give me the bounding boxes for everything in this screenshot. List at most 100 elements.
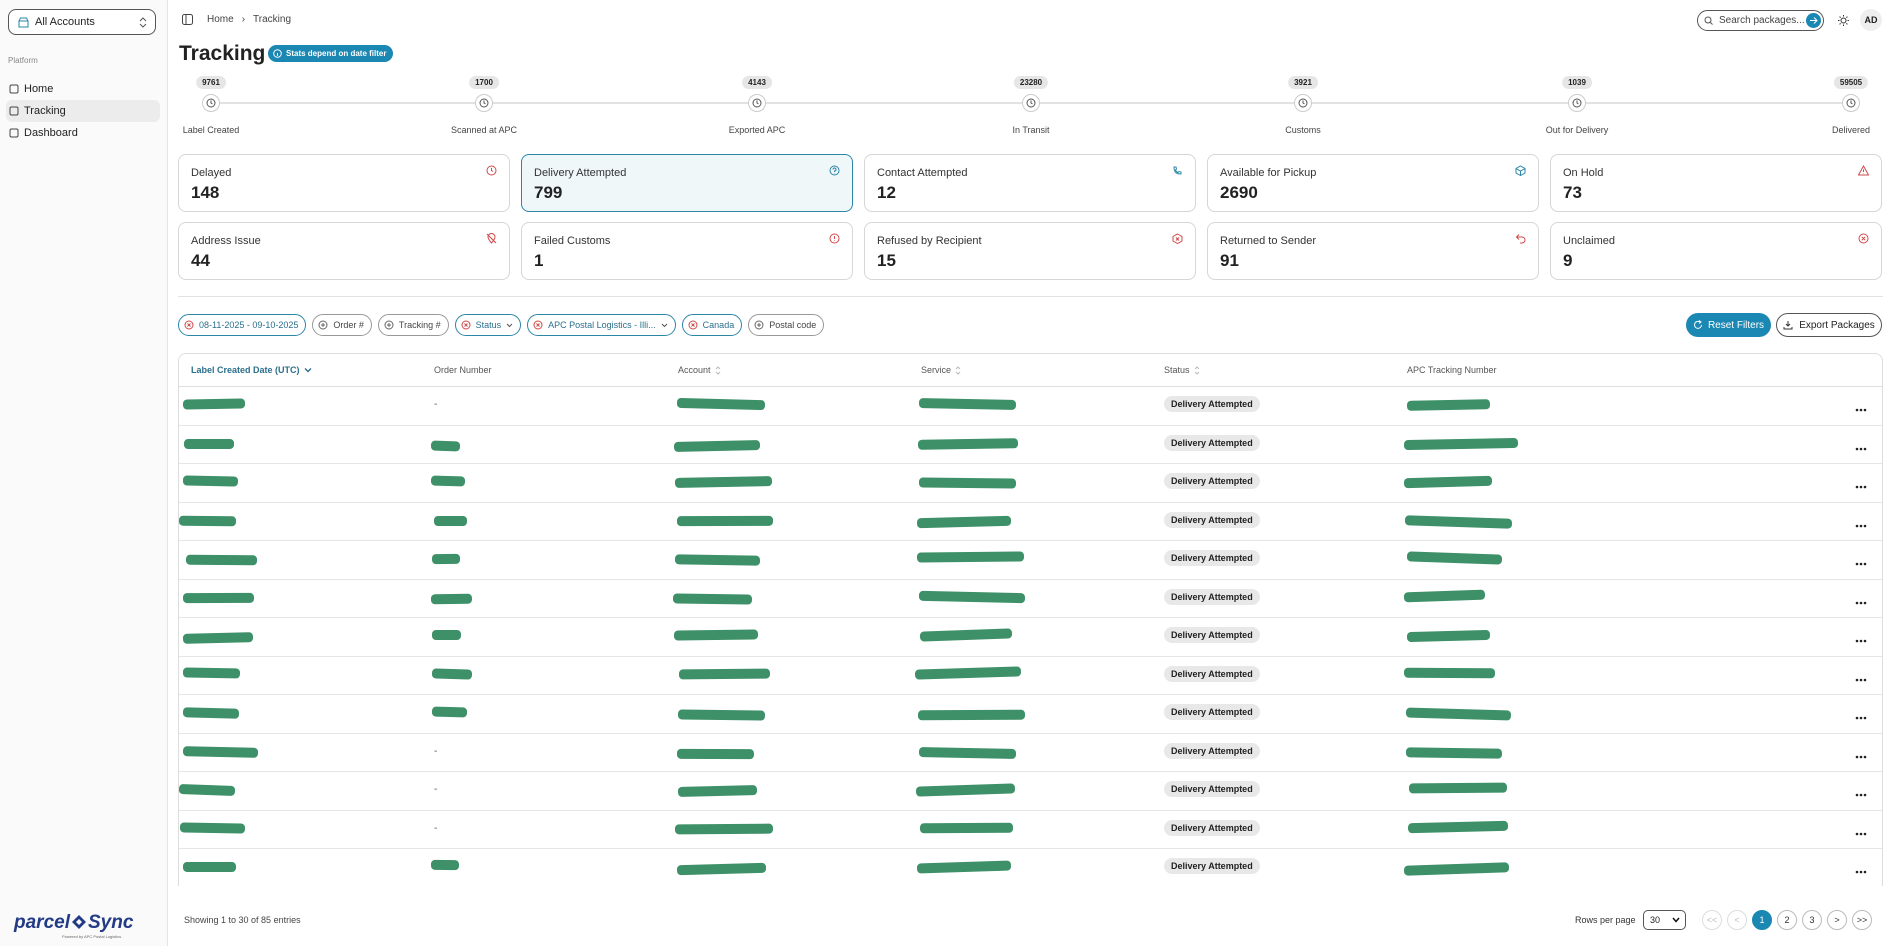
page-button[interactable]: 1 xyxy=(1752,910,1772,930)
row-menu[interactable] xyxy=(1855,669,1867,687)
status-card[interactable]: Failed Customs 1 xyxy=(521,222,853,280)
table-row: Delivery Attempted xyxy=(179,694,1882,734)
card-label: Unclaimed xyxy=(1563,235,1615,247)
filter-chip[interactable]: Canada xyxy=(681,314,743,336)
redaction xyxy=(678,668,770,680)
nav-item[interactable]: Home xyxy=(6,78,160,100)
row-menu[interactable] xyxy=(1855,553,1867,571)
status-card[interactable]: Address Issue 44 xyxy=(178,222,510,280)
status-card[interactable]: Delayed 148 xyxy=(178,154,510,212)
status-card[interactable]: Returned to Sender 91 xyxy=(1207,222,1539,280)
row-menu[interactable] xyxy=(1855,707,1867,725)
sidebar-toggle[interactable] xyxy=(182,14,193,25)
column-header[interactable]: Account xyxy=(678,365,721,375)
status-badge: Delivery Attempted xyxy=(1164,819,1260,836)
column-header[interactable]: Order Number xyxy=(434,365,492,375)
reset-filters-button[interactable]: Reset Filters xyxy=(1686,313,1771,337)
reset-label: Reset Filters xyxy=(1707,319,1765,331)
row-menu[interactable] xyxy=(1855,515,1867,533)
status-badge: Delivery Attempted xyxy=(1164,511,1260,528)
stats-badge: Stats depend on date filter xyxy=(268,45,394,62)
redaction xyxy=(916,515,1011,528)
row-menu[interactable] xyxy=(1855,476,1867,494)
card-icon xyxy=(1515,165,1526,176)
column-header[interactable]: Status xyxy=(1164,365,1200,375)
avatar[interactable]: AD xyxy=(1860,9,1882,31)
search-submit[interactable] xyxy=(1806,13,1821,28)
filter-chip[interactable]: 08-11-2025 - 09-10-2025 xyxy=(178,314,307,336)
filter-chip[interactable]: Tracking # xyxy=(377,314,449,336)
select-chevron xyxy=(1672,917,1680,923)
redaction xyxy=(918,590,1025,603)
filter-chip[interactable]: Order # xyxy=(312,314,372,336)
breadcrumb-home[interactable]: Home xyxy=(207,14,234,25)
redaction xyxy=(430,440,460,451)
page-button[interactable]: 2 xyxy=(1777,910,1797,930)
order-number: - xyxy=(434,399,438,411)
sort-desc xyxy=(304,368,312,373)
nav-item[interactable]: Tracking xyxy=(6,100,160,122)
row-menu[interactable] xyxy=(1855,861,1867,879)
row-menu[interactable] xyxy=(1855,823,1867,841)
table-row: - Delivery Attempted xyxy=(179,810,1882,849)
sort-icon xyxy=(955,365,961,375)
redaction xyxy=(1403,861,1510,876)
status-card[interactable]: Unclaimed 9 xyxy=(1550,222,1882,280)
theme-toggle[interactable] xyxy=(1838,15,1849,26)
status-badge: Delivery Attempted xyxy=(1164,396,1260,413)
column-header[interactable]: Service xyxy=(921,365,961,375)
page-button[interactable]: > xyxy=(1827,910,1847,930)
status-card[interactable]: Refused by Recipient 15 xyxy=(864,222,1196,280)
status-card[interactable]: Delivery Attempted 799 xyxy=(521,154,853,212)
nav-item[interactable]: Dashboard xyxy=(6,122,160,144)
status-card[interactable]: Available for Pickup 2690 xyxy=(1207,154,1539,212)
row-menu[interactable] xyxy=(1855,746,1867,764)
filter-chip[interactable]: Postal code xyxy=(748,314,825,336)
row-menu[interactable] xyxy=(1855,630,1867,648)
status-badge: Delivery Attempted xyxy=(1164,434,1260,451)
row-menu[interactable] xyxy=(1855,592,1867,610)
search-placeholder: Search packages... xyxy=(1719,15,1805,26)
redaction xyxy=(676,862,766,876)
row-menu[interactable] xyxy=(1855,438,1867,456)
ellipsis-icon xyxy=(1855,408,1867,412)
column-header[interactable]: Label Created Date (UTC) xyxy=(191,365,312,375)
page-button[interactable]: < xyxy=(1727,910,1747,930)
page-button[interactable]: 3 xyxy=(1802,910,1822,930)
rows-per-page-select[interactable]: 30 xyxy=(1643,910,1686,930)
filter-chip[interactable]: Status xyxy=(454,314,522,336)
stage-node xyxy=(475,94,493,112)
search-box[interactable]: Search packages... xyxy=(1697,10,1824,31)
card-value: 91 xyxy=(1220,251,1239,270)
row-menu[interactable] xyxy=(1855,784,1867,802)
status-card[interactable]: On Hold 73 xyxy=(1550,154,1882,212)
sort-icon xyxy=(715,365,720,375)
export-button[interactable]: Export Packages xyxy=(1776,313,1882,337)
redaction xyxy=(182,861,236,872)
redaction xyxy=(919,628,1013,642)
card-value: 44 xyxy=(191,251,210,270)
reset-icon xyxy=(1693,320,1702,329)
store-icon xyxy=(18,17,29,28)
page-button[interactable]: >> xyxy=(1852,910,1872,930)
status-card[interactable]: Contact Attempted 12 xyxy=(864,154,1196,212)
info-icon xyxy=(273,49,282,58)
card-icon xyxy=(1173,166,1182,175)
sort-icon xyxy=(1194,365,1199,375)
stage-node xyxy=(202,94,220,112)
clock-icon xyxy=(1298,98,1308,108)
page-title: Tracking xyxy=(179,42,266,65)
redaction xyxy=(186,554,258,566)
logo-mark xyxy=(71,915,86,929)
clock-icon xyxy=(752,98,762,108)
account-selector[interactable]: All Accounts xyxy=(8,9,156,35)
filter-chip[interactable]: APC Postal Logistics - Illi... xyxy=(527,314,676,336)
row-menu[interactable] xyxy=(1855,399,1867,417)
table-header xyxy=(179,354,1882,387)
stage-node xyxy=(1568,94,1586,112)
column-header[interactable]: APC Tracking Number xyxy=(1407,365,1497,375)
chip-chevron xyxy=(661,323,668,327)
column-title: Service xyxy=(921,365,952,375)
filter-label: Canada xyxy=(702,320,735,330)
page-button[interactable]: << xyxy=(1702,910,1722,930)
